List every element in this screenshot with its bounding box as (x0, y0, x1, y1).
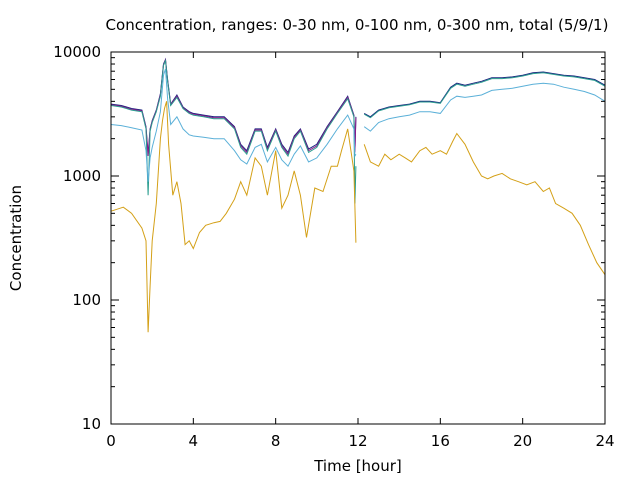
x-tick-label: 20 (513, 432, 532, 450)
x-tick-label: 0 (106, 432, 116, 450)
plot-frame (110, 51, 606, 425)
x-tick-label: 24 (595, 432, 614, 450)
series-line-0 (110, 57, 357, 155)
series-line-5 (363, 71, 606, 118)
series-line-8 (363, 132, 606, 275)
x-axis-label: Time [hour] (313, 457, 402, 475)
chart-title: Concentration, ranges: 0-30 nm, 0-100 nm… (106, 16, 609, 34)
x-tick-label: 12 (348, 432, 367, 450)
series-line-2 (110, 58, 357, 204)
series-line-1 (110, 58, 357, 157)
x-tick-label: 8 (271, 432, 281, 450)
y-tick-label: 10000 (53, 43, 101, 61)
x-tick-label: 4 (189, 432, 199, 450)
x-axis-ticks: 0 4 8 12 16 20 24 (106, 52, 615, 450)
y-tick-label: 1000 (63, 167, 101, 185)
y-axis-ticks: 10 100 1000 10000 (53, 43, 605, 433)
y-tick-label: 100 (72, 291, 101, 309)
x-tick-label: 16 (431, 432, 450, 450)
series-line-6 (363, 72, 606, 119)
series-line-3 (110, 68, 357, 182)
y-axis-label: Concentration (7, 185, 25, 291)
series-line-4 (110, 101, 357, 333)
y-tick-label: 10 (82, 415, 101, 433)
series-layer (110, 57, 606, 333)
series-line-7 (363, 82, 606, 132)
